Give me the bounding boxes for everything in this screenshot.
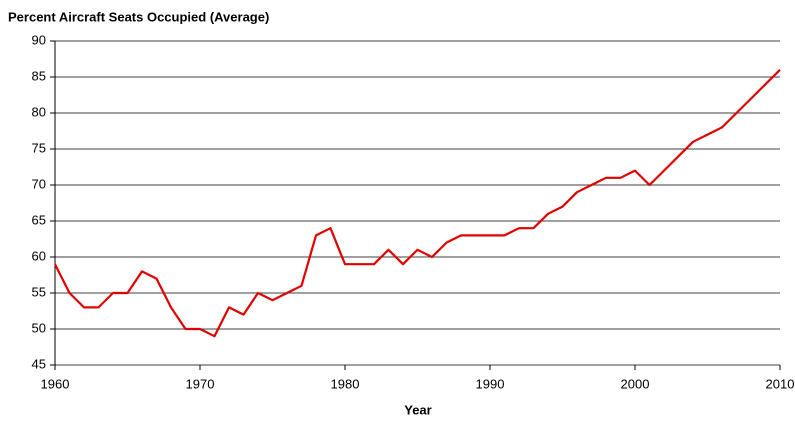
x-tick-label: 1960 <box>41 376 70 391</box>
y-tick-label: 80 <box>32 104 46 119</box>
x-tick-label: 1990 <box>476 376 505 391</box>
y-tick-label: 90 <box>32 32 46 47</box>
chart-title: Percent Aircraft Seats Occupied (Average… <box>8 9 269 24</box>
y-tick-label: 55 <box>32 284 46 299</box>
x-tick-label: 2010 <box>766 376 795 391</box>
y-tick-label: 85 <box>32 68 46 83</box>
x-tick-label: 2000 <box>621 376 650 391</box>
y-tick-label: 65 <box>32 212 46 227</box>
y-tick-label: 60 <box>32 248 46 263</box>
y-tick-label: 45 <box>32 356 46 371</box>
x-axis-label: Year <box>404 402 431 417</box>
y-tick-label: 50 <box>32 320 46 335</box>
y-tick-label: 75 <box>32 140 46 155</box>
x-tick-label: 1980 <box>331 376 360 391</box>
x-tick-label: 1970 <box>186 376 215 391</box>
y-tick-label: 70 <box>32 176 46 191</box>
data-line <box>54 69 781 338</box>
